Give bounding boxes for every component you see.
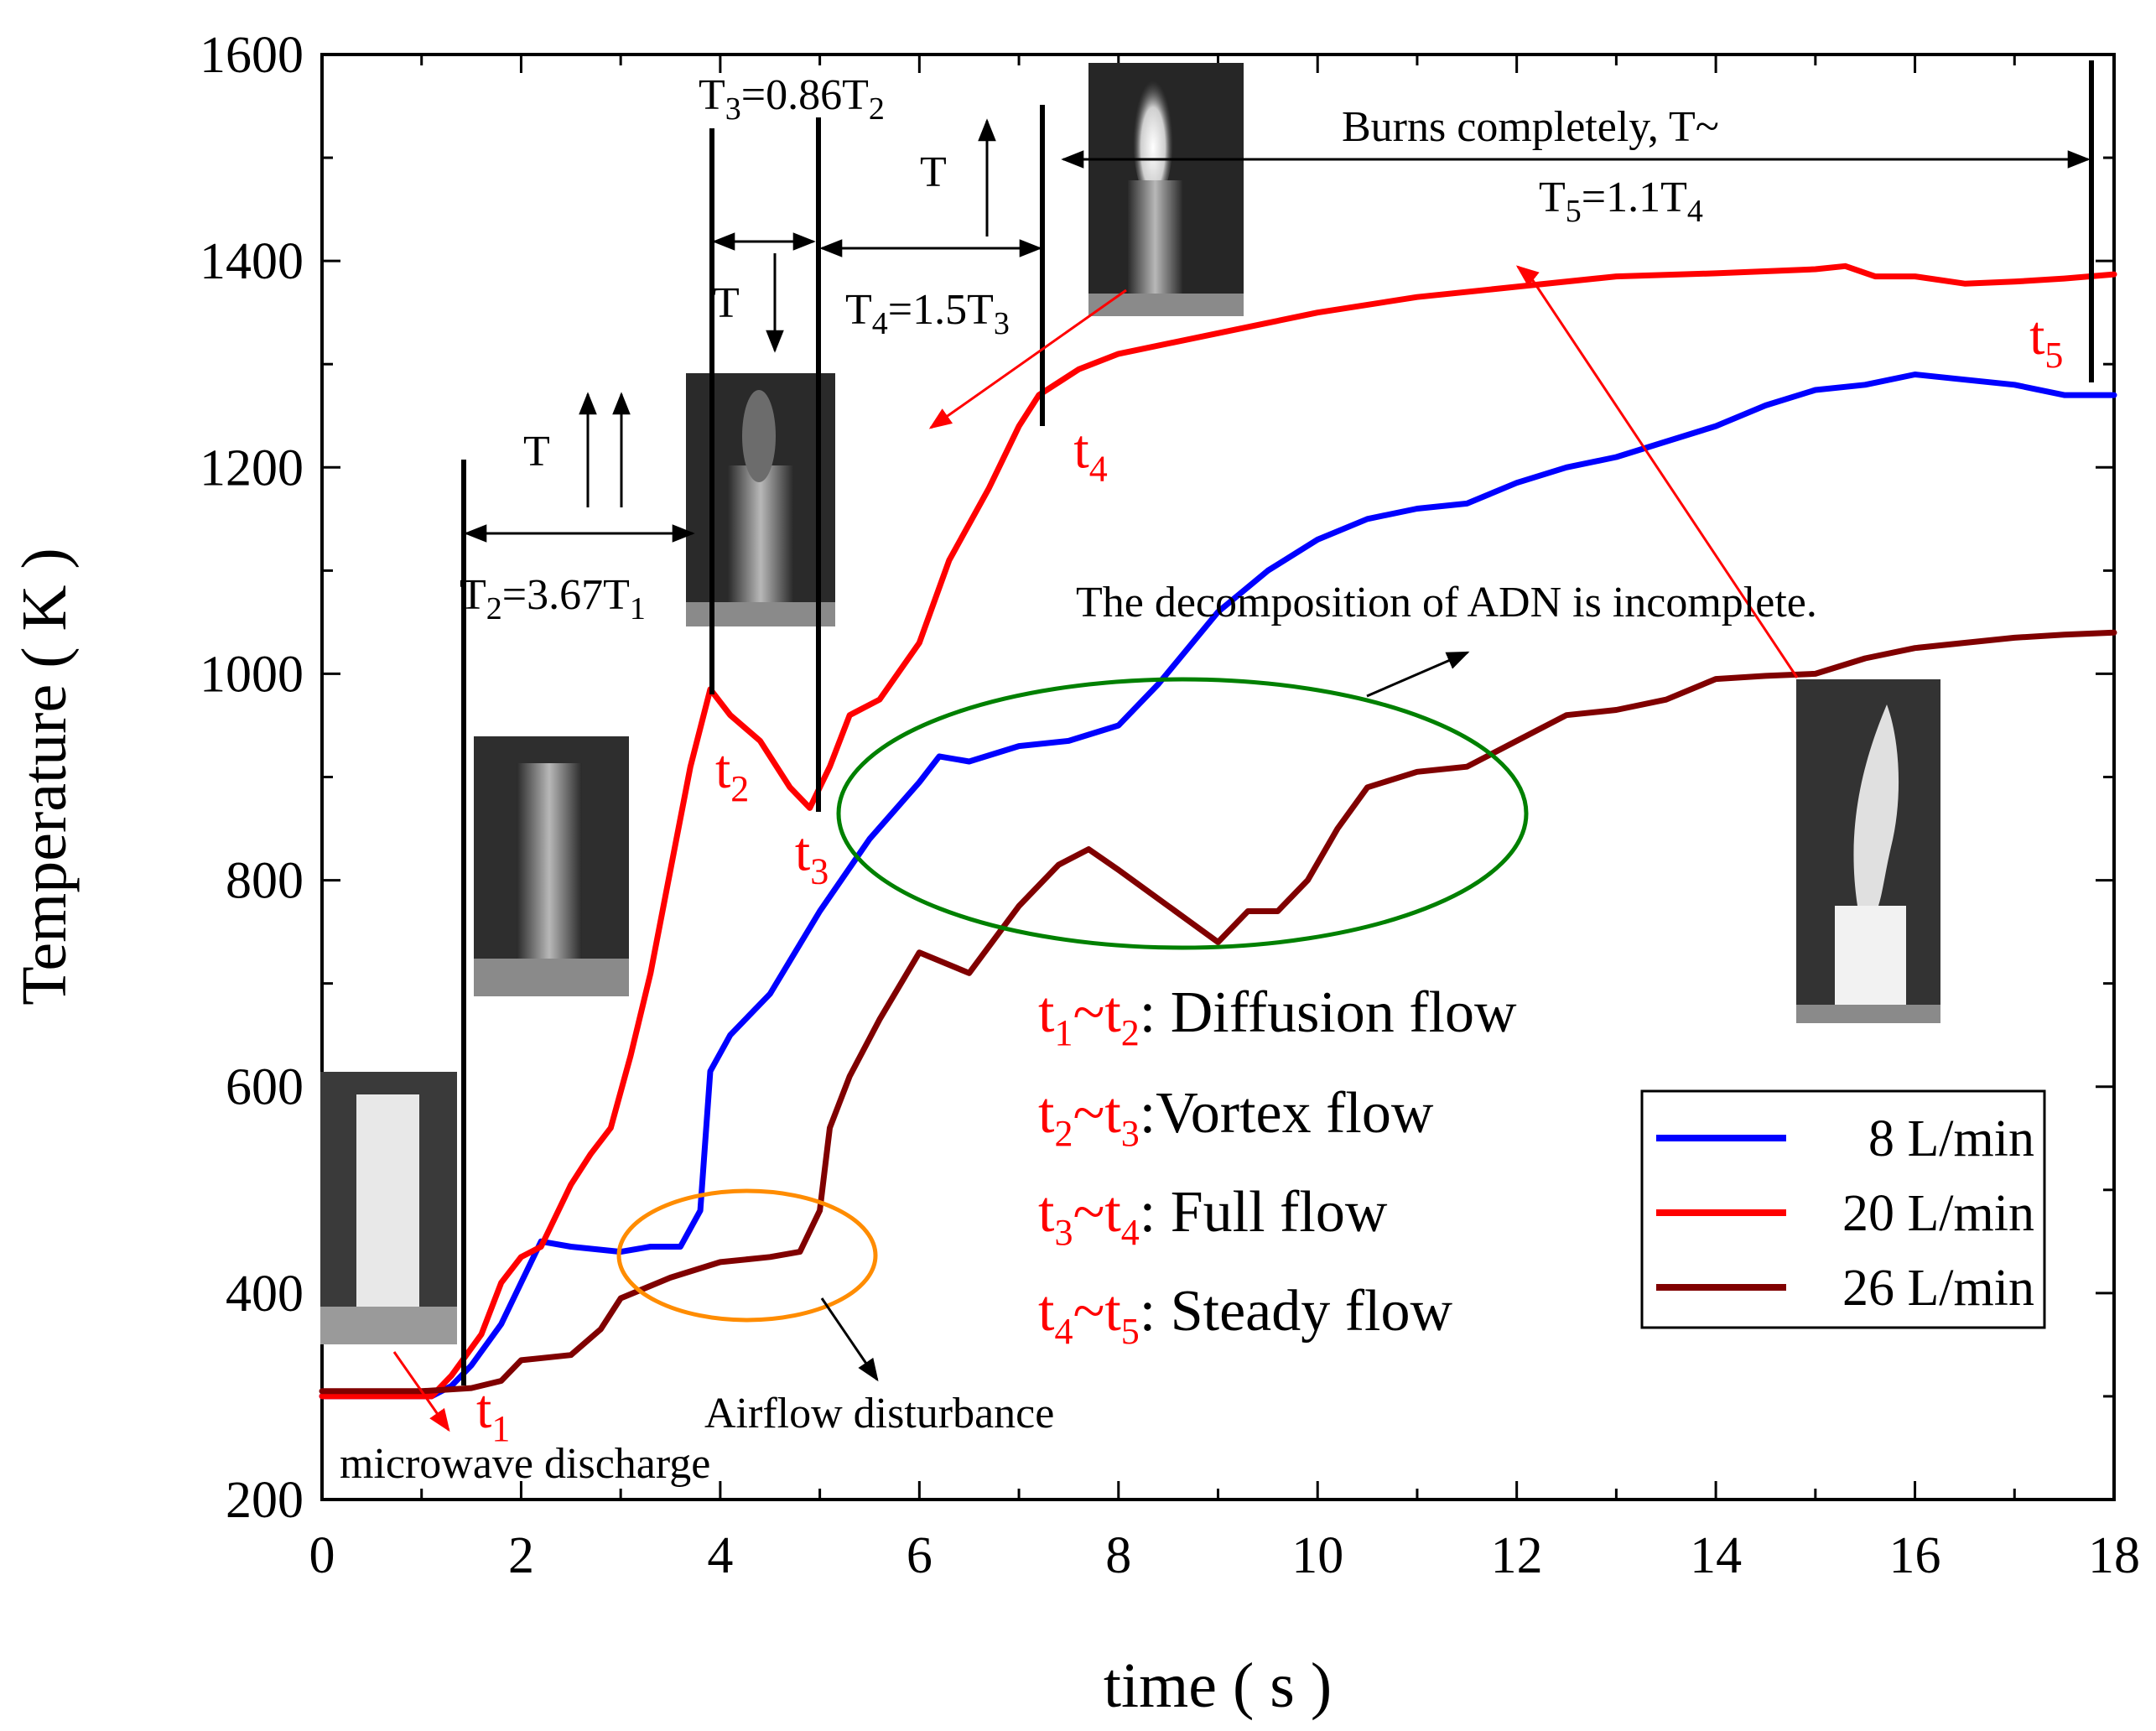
x-tick-label: 16 (1889, 1527, 1941, 1584)
full-flow-photo-arrow (928, 288, 1127, 429)
series-line-0 (319, 372, 2117, 1400)
t4-equation: T4=1.5T3 (845, 286, 1010, 341)
phase-line-1: t1~t2: Diffusion flow (1038, 980, 1517, 1053)
airflow-pointer-arrow (820, 1297, 879, 1382)
t5-equation: T5=1.1T4 (1539, 174, 1703, 229)
y-tick-label: 1600 (200, 27, 304, 84)
t-marker-2: t2 (715, 739, 749, 809)
legend-label-26: 26 L/min (1842, 1260, 2034, 1317)
x-tick-label: 12 (1491, 1527, 1543, 1584)
t-marker-3: t3 (795, 821, 829, 891)
temp-symbol-1: T (523, 428, 550, 476)
t2-equation: T2=3.67T1 (460, 571, 646, 626)
incomplete-decomposition-ellipse (836, 677, 1529, 950)
photo-diffusion-flow (474, 736, 629, 996)
temp-symbol-3: T (920, 148, 947, 196)
time-markers: t1 t2 t3 t4 t5 (476, 305, 2063, 1449)
axis-tick-labels: 0 2 4 6 8 10 12 14 16 18 200 400 600 800 1000 1200 1400 1… (200, 27, 2140, 1584)
photo-vortex-flow (686, 373, 835, 626)
t-marker-5: t5 (2029, 305, 2063, 376)
x-axis-title: time ( s ) (1104, 1650, 1332, 1721)
airflow-disturbance-ellipse (616, 1188, 878, 1323)
x-tick-label: 2 (508, 1527, 534, 1584)
legend-label-8: 8 L/min (1868, 1110, 2034, 1167)
photo-microwave-discharge (320, 1072, 457, 1344)
y-axis-title: Temperature ( K ) (9, 548, 80, 1005)
y-tick-label: 400 (226, 1266, 304, 1323)
steady-flow-photo-line (1529, 276, 1799, 678)
photo-steady-flow (1796, 679, 1940, 1023)
t-marker-4: t4 (1073, 418, 1107, 489)
x-tick-label: 10 (1291, 1527, 1343, 1584)
series-line-2 (319, 629, 2117, 1395)
y-tick-label: 1000 (200, 646, 304, 703)
legend: 8 L/min 20 L/min 26 L/min (1640, 1089, 2046, 1329)
burns-completely-label: Burns completely, T~ (1342, 103, 1719, 151)
photo-full-flow (1088, 63, 1244, 316)
phase-line-4: t4~t5: Steady flow (1038, 1279, 1453, 1352)
phase-line-3: t3~t4: Full flow (1038, 1180, 1388, 1253)
y-tick-label: 800 (226, 853, 304, 910)
phase-descriptions: t1~t2: Diffusion flow t2~t3:Vortex flow t3… (1038, 980, 1517, 1352)
y-tick-label: 1400 (200, 233, 304, 290)
microwave-pointer-arrow (392, 1351, 450, 1432)
airflow-disturbance-label: Airflow disturbance (704, 1390, 1054, 1437)
series-lines (319, 263, 2117, 1400)
adn-incomplete-label: The decomposition of ADN is incomplete. (1076, 579, 1817, 626)
steady-flow-photo-arrow (1515, 265, 1540, 287)
x-tick-label: 14 (1690, 1527, 1742, 1584)
axis-ticks (320, 53, 2116, 1501)
microwave-discharge-label: microwave discharge (340, 1440, 710, 1488)
phase-line-2: t2~t3:Vortex flow (1038, 1081, 1434, 1154)
x-tick-label: 6 (907, 1527, 933, 1584)
x-tick-label: 18 (2088, 1527, 2140, 1584)
series-line-1 (319, 263, 2117, 1400)
x-tick-label: 0 (309, 1527, 335, 1584)
temp-symbol-2: T (713, 279, 740, 327)
x-tick-label: 8 (1105, 1527, 1131, 1584)
legend-label-20: 20 L/min (1842, 1185, 2034, 1242)
t3-equation: T3=0.86T2 (699, 71, 885, 127)
adn-pointer-arrow (1366, 651, 1470, 698)
y-tick-label: 600 (226, 1059, 304, 1116)
x-tick-label: 4 (707, 1527, 733, 1584)
y-tick-label: 200 (226, 1472, 304, 1529)
t-marker-1: t1 (476, 1379, 510, 1449)
y-tick-label: 1200 (200, 439, 304, 496)
